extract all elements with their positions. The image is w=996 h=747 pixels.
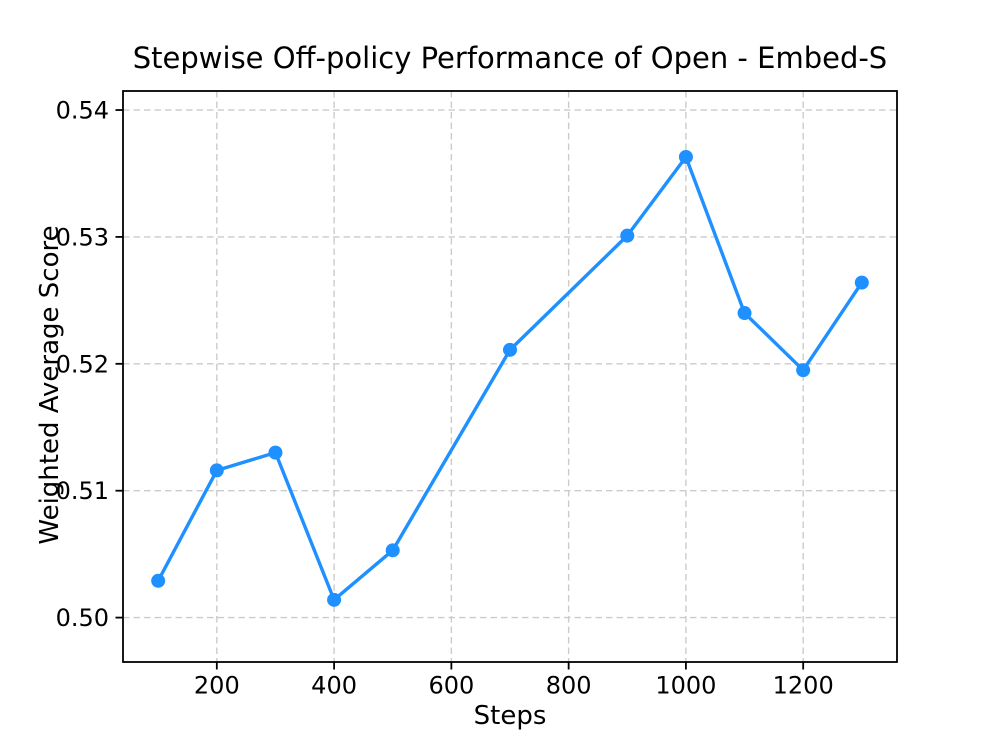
chart-title: Stepwise Off-policy Performance of Open … bbox=[132, 41, 888, 75]
trend-line bbox=[156, 155, 864, 602]
x-tick-label: 1200 bbox=[773, 672, 834, 700]
y-axis-label: Weighted Average Score bbox=[35, 225, 65, 545]
x-tick-label: 800 bbox=[546, 672, 592, 700]
y-tick-label: 0.54 bbox=[56, 97, 109, 125]
data-point-marker bbox=[737, 306, 752, 321]
data-point-marker bbox=[151, 573, 166, 588]
x-tick-label: 1000 bbox=[655, 672, 716, 700]
y-tick-label: 0.50 bbox=[56, 604, 109, 632]
plot-border bbox=[122, 90, 898, 663]
data-point-marker bbox=[678, 149, 693, 164]
x-tick-label: 400 bbox=[311, 672, 357, 700]
y-tick-label: 0.51 bbox=[56, 477, 109, 505]
data-point-marker bbox=[854, 275, 869, 290]
data-point-marker bbox=[385, 543, 400, 558]
data-point-marker bbox=[620, 228, 635, 243]
data-point-marker bbox=[327, 592, 342, 607]
x-tick-label: 600 bbox=[428, 672, 474, 700]
data-point-marker bbox=[796, 363, 811, 378]
x-axis-label: Steps bbox=[473, 701, 547, 731]
x-tick-label: 200 bbox=[194, 672, 240, 700]
data-point-marker bbox=[503, 342, 517, 357]
data-point-marker bbox=[209, 463, 224, 478]
data-point-marker bbox=[268, 445, 283, 460]
y-tick-label: 0.53 bbox=[56, 223, 109, 251]
y-tick-label: 0.52 bbox=[56, 350, 109, 378]
